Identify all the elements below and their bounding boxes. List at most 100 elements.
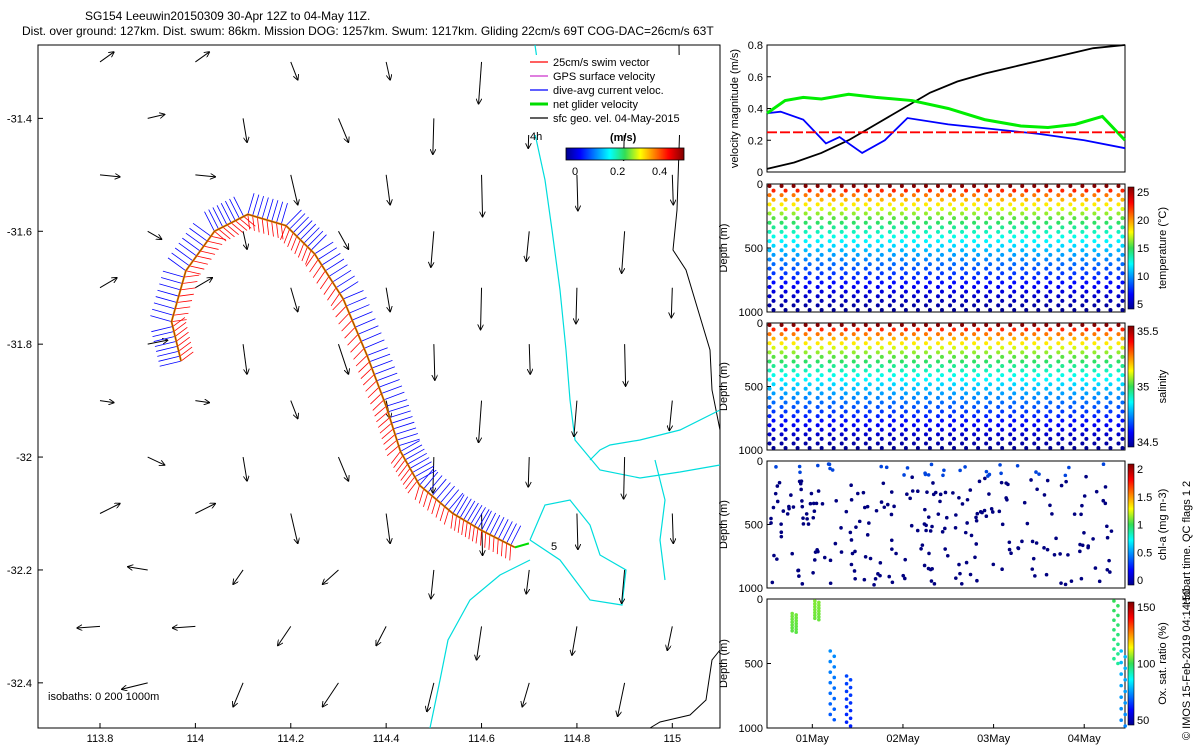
data-point bbox=[948, 303, 953, 308]
data-point bbox=[791, 423, 796, 428]
data-point bbox=[815, 332, 820, 337]
current-vector bbox=[257, 195, 265, 218]
data-point bbox=[1108, 225, 1113, 230]
data-point bbox=[891, 446, 896, 450]
map-xtick-label-4: 114.6 bbox=[468, 733, 495, 745]
data-point bbox=[1080, 294, 1085, 299]
data-point bbox=[831, 364, 836, 368]
data-point bbox=[964, 436, 969, 441]
data-point bbox=[1000, 391, 1005, 396]
data-point bbox=[851, 359, 856, 364]
data-point bbox=[976, 289, 981, 294]
data-point bbox=[915, 382, 920, 387]
data-point bbox=[1024, 234, 1029, 239]
data-point bbox=[996, 229, 1001, 234]
data-point bbox=[867, 188, 872, 193]
data-point bbox=[1068, 220, 1073, 225]
data-point bbox=[903, 298, 908, 303]
data-point bbox=[1120, 418, 1125, 423]
data-point bbox=[972, 405, 977, 409]
data-point bbox=[1096, 262, 1101, 267]
data-point bbox=[819, 354, 824, 359]
data-point bbox=[1012, 298, 1017, 303]
data-point bbox=[851, 405, 856, 409]
data-point bbox=[803, 303, 808, 308]
data-point bbox=[879, 446, 884, 450]
data-point bbox=[901, 573, 906, 578]
data-point bbox=[929, 462, 934, 467]
data-point bbox=[1096, 354, 1101, 359]
data-point bbox=[851, 350, 856, 355]
data-point bbox=[1012, 216, 1017, 221]
data-point bbox=[948, 432, 953, 437]
data-point bbox=[977, 479, 982, 484]
data-point bbox=[960, 395, 965, 400]
surface-velocity-arrow bbox=[322, 569, 339, 584]
data-point bbox=[923, 441, 928, 446]
data-point bbox=[817, 615, 821, 619]
data-point bbox=[1044, 432, 1049, 437]
data-point bbox=[996, 332, 1001, 337]
map-ytick-label-4: -32.2 bbox=[7, 565, 32, 577]
data-point bbox=[1096, 364, 1101, 368]
data-point bbox=[903, 345, 908, 350]
data-point bbox=[827, 202, 832, 207]
data-point bbox=[915, 409, 920, 414]
data-point bbox=[1060, 234, 1065, 239]
data-point bbox=[1116, 285, 1121, 290]
data-point bbox=[948, 239, 953, 244]
data-point bbox=[1044, 248, 1049, 253]
data-point bbox=[1092, 248, 1097, 253]
data-point bbox=[1068, 193, 1073, 198]
data-point bbox=[1020, 539, 1024, 544]
data-point bbox=[1008, 359, 1013, 364]
data-point bbox=[958, 571, 962, 576]
data-point bbox=[795, 400, 800, 405]
data-point bbox=[952, 327, 957, 332]
data-point bbox=[827, 229, 832, 234]
data-point bbox=[807, 373, 812, 378]
data-point bbox=[976, 436, 981, 441]
data-point bbox=[867, 418, 872, 423]
data-point bbox=[948, 229, 953, 234]
data-point bbox=[935, 341, 940, 346]
data-point bbox=[1069, 579, 1074, 583]
data-point bbox=[976, 446, 981, 450]
map-xtick-label-0: 113.8 bbox=[87, 733, 114, 745]
data-point bbox=[1080, 386, 1085, 391]
data-point bbox=[1123, 654, 1127, 659]
data-point bbox=[843, 364, 848, 368]
data-point bbox=[851, 303, 856, 308]
data-point bbox=[1108, 336, 1113, 341]
current-vector bbox=[296, 220, 313, 237]
data-point bbox=[983, 476, 987, 481]
data-point bbox=[988, 308, 993, 312]
data-point bbox=[1016, 546, 1020, 550]
data-point bbox=[1096, 298, 1101, 303]
data-point bbox=[903, 373, 908, 378]
data-point bbox=[1096, 225, 1101, 230]
data-point bbox=[1024, 206, 1029, 211]
data-point bbox=[1096, 446, 1101, 450]
data-point bbox=[903, 216, 908, 221]
data-point bbox=[1084, 298, 1089, 303]
data-point bbox=[791, 341, 796, 346]
data-point bbox=[923, 184, 928, 188]
data-point bbox=[1024, 271, 1029, 276]
data-point bbox=[791, 303, 796, 308]
data-point bbox=[803, 332, 808, 337]
data-point bbox=[875, 405, 880, 409]
swim-vector bbox=[305, 253, 315, 267]
data-point bbox=[915, 391, 920, 396]
data-point bbox=[1096, 400, 1101, 405]
data-point bbox=[1104, 332, 1109, 337]
data-point bbox=[1032, 359, 1037, 364]
data-point bbox=[903, 206, 908, 211]
swim-vector bbox=[414, 485, 420, 500]
data-point bbox=[923, 202, 928, 207]
data-point bbox=[952, 234, 957, 239]
data-point bbox=[832, 696, 837, 701]
current-vector bbox=[225, 200, 236, 221]
data-point bbox=[1008, 184, 1013, 188]
